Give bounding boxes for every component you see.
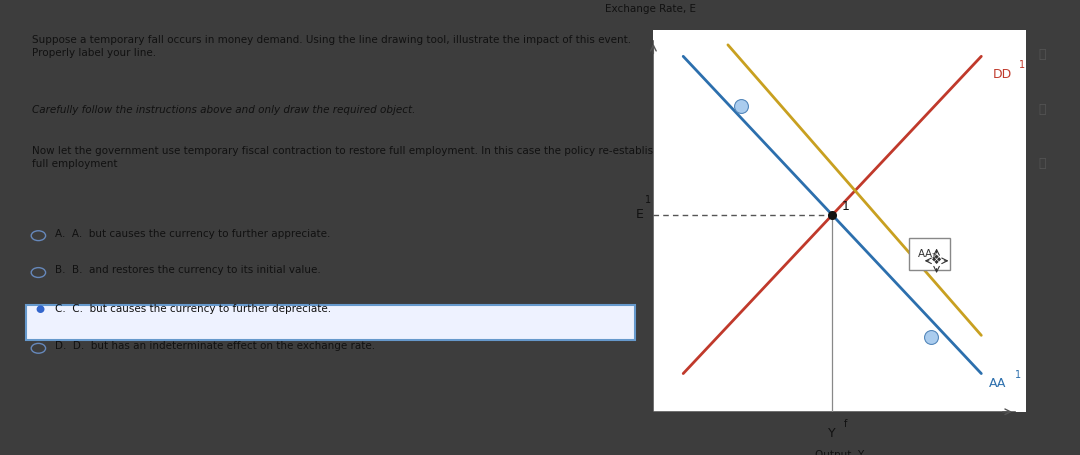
Text: Now let the government use temporary fiscal contraction to restore full employme: Now let the government use temporary fis… — [32, 146, 672, 169]
Text: ❖: ❖ — [931, 254, 942, 267]
Text: ●: ● — [36, 304, 44, 314]
Text: Output, Y: Output, Y — [815, 450, 864, 455]
Text: AA: AA — [989, 377, 1007, 390]
FancyBboxPatch shape — [908, 238, 949, 270]
FancyBboxPatch shape — [26, 305, 635, 340]
Text: AA$_{2}$: AA$_{2}$ — [917, 247, 937, 261]
Text: 1: 1 — [1015, 370, 1021, 380]
Text: 🔍: 🔍 — [1039, 48, 1045, 61]
Text: B.  B.  and restores the currency to its initial value.: B. B. and restores the currency to its i… — [55, 266, 321, 275]
Text: A.  A.  but causes the currency to further appreciate.: A. A. but causes the currency to further… — [55, 229, 330, 238]
Text: 🔍: 🔍 — [1039, 103, 1045, 116]
Text: DD: DD — [993, 68, 1012, 81]
Text: 1: 1 — [841, 200, 850, 213]
Text: C.  C.  but causes the currency to further depreciate.: C. C. but causes the currency to further… — [55, 304, 332, 314]
Text: Suppose a temporary fall occurs in money demand. Using the line drawing tool, il: Suppose a temporary fall occurs in money… — [32, 35, 632, 58]
Text: 1: 1 — [646, 195, 651, 205]
Text: D.  D.  but has an indeterminate effect on the exchange rate.: D. D. but has an indeterminate effect on… — [55, 341, 376, 351]
Text: E: E — [636, 208, 644, 222]
Text: f: f — [843, 420, 847, 430]
Text: Exchange Rate, E: Exchange Rate, E — [605, 4, 696, 14]
Text: 🗗: 🗗 — [1039, 157, 1045, 170]
Text: 1: 1 — [1018, 60, 1025, 70]
Text: Y: Y — [828, 427, 836, 440]
Text: Carefully follow the instructions above and only draw the required object.: Carefully follow the instructions above … — [32, 105, 416, 115]
